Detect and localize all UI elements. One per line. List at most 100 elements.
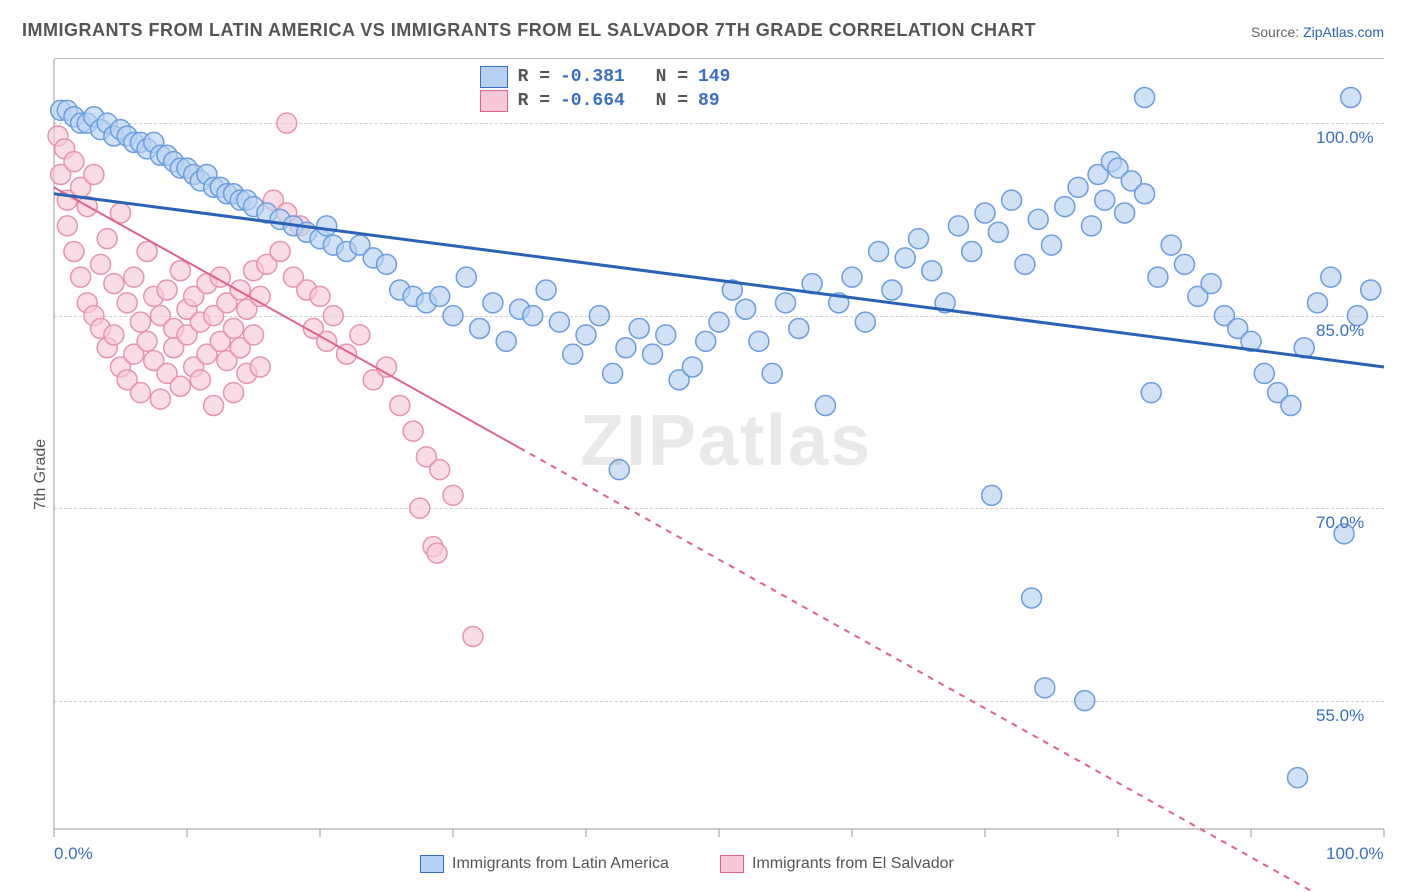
scatter-point xyxy=(317,331,337,351)
legend-row-blue: R = -0.381 N = 149 xyxy=(480,66,731,88)
source-link[interactable]: ZipAtlas.com xyxy=(1303,24,1384,40)
scatter-point xyxy=(430,460,450,480)
r-value-blue: -0.381 xyxy=(560,67,625,87)
scatter-point xyxy=(1068,177,1088,197)
y-tick-label: 70.0% xyxy=(1316,513,1364,533)
legend-pink-label: Immigrants from El Salvador xyxy=(752,855,954,873)
scatter-point xyxy=(1095,190,1115,210)
scatter-point xyxy=(403,421,423,441)
scatter-point xyxy=(882,280,902,300)
scatter-point xyxy=(84,165,104,185)
scatter-point xyxy=(736,299,756,319)
scatter-point xyxy=(962,242,982,262)
scatter-point xyxy=(1148,267,1168,287)
scatter-point xyxy=(137,331,157,351)
scatter-point xyxy=(470,319,490,339)
scatter-point xyxy=(1022,588,1042,608)
source-attribution: Source: ZipAtlas.com xyxy=(1251,24,1384,40)
scatter-point xyxy=(157,280,177,300)
scatter-point xyxy=(789,319,809,339)
scatter-point xyxy=(150,389,170,409)
scatter-point xyxy=(1115,203,1135,223)
scatter-point xyxy=(190,370,210,390)
n-value-blue: 149 xyxy=(698,67,730,87)
scatter-point xyxy=(91,254,111,274)
scatter-point xyxy=(71,267,91,287)
scatter-point xyxy=(1254,363,1274,383)
scatter-point xyxy=(895,248,915,268)
scatter-point xyxy=(1161,235,1181,255)
r-label: R = xyxy=(518,91,550,111)
scatter-point xyxy=(975,203,995,223)
y-tick-label: 55.0% xyxy=(1316,706,1364,726)
scatter-point xyxy=(443,306,463,326)
scatter-point xyxy=(1075,691,1095,711)
scatter-point xyxy=(496,331,516,351)
scatter-point xyxy=(1308,293,1328,313)
scatter-point xyxy=(224,319,244,339)
scatter-point xyxy=(842,267,862,287)
n-value-pink: 89 xyxy=(698,91,720,111)
scatter-point xyxy=(982,485,1002,505)
scatter-point xyxy=(377,254,397,274)
scatter-point xyxy=(682,357,702,377)
scatter-point xyxy=(1035,678,1055,698)
scatter-point xyxy=(855,312,875,332)
scatter-point xyxy=(589,306,609,326)
swatch-blue-icon xyxy=(480,66,508,88)
scatter-point xyxy=(709,312,729,332)
scatter-point xyxy=(310,286,330,306)
scatter-point xyxy=(170,261,190,281)
scatter-point xyxy=(536,280,556,300)
scatter-point xyxy=(124,267,144,287)
scatter-point xyxy=(1081,216,1101,236)
scatter-point xyxy=(230,280,250,300)
scatter-point xyxy=(696,331,716,351)
scatter-point xyxy=(603,363,623,383)
y-tick-label: 85.0% xyxy=(1316,321,1364,341)
scatter-point xyxy=(130,312,150,332)
scatter-point xyxy=(64,152,84,172)
scatter-point xyxy=(1175,254,1195,274)
scatter-point xyxy=(1135,184,1155,204)
legend-bottom-pink: Immigrants from El Salvador xyxy=(720,855,954,873)
scatter-point xyxy=(410,498,430,518)
scatter-point xyxy=(64,242,84,262)
scatter-point xyxy=(350,325,370,345)
scatter-point xyxy=(1015,254,1035,274)
scatter-point xyxy=(869,242,889,262)
scatter-point xyxy=(1002,190,1022,210)
scatter-point xyxy=(130,383,150,403)
swatch-blue-icon xyxy=(420,855,444,873)
scatter-point xyxy=(576,325,596,345)
scatter-point xyxy=(104,325,124,345)
scatter-point xyxy=(656,325,676,345)
scatter-point xyxy=(430,286,450,306)
scatter-point xyxy=(277,113,297,133)
scatter-point xyxy=(323,306,343,326)
legend-row-pink: R = -0.664 N = 89 xyxy=(480,90,731,112)
scatter-point xyxy=(549,312,569,332)
scatter-point xyxy=(427,543,447,563)
scatter-point xyxy=(224,383,244,403)
legend-blue-label: Immigrants from Latin America xyxy=(452,855,669,873)
scatter-point xyxy=(1055,197,1075,217)
scatter-point xyxy=(456,267,476,287)
swatch-pink-icon xyxy=(480,90,508,112)
scatter-point xyxy=(643,344,663,364)
scatter-point xyxy=(1361,280,1381,300)
scatter-point xyxy=(104,274,124,294)
r-value-pink: -0.664 xyxy=(560,91,625,111)
scatter-point xyxy=(776,293,796,313)
scatter-point xyxy=(563,344,583,364)
scatter-point xyxy=(1028,209,1048,229)
source-prefix: Source: xyxy=(1251,24,1303,40)
scatter-point xyxy=(749,331,769,351)
scatter-point xyxy=(443,485,463,505)
correlation-legend: R = -0.381 N = 149 R = -0.664 N = 89 xyxy=(480,66,731,112)
scatter-point xyxy=(483,293,503,313)
scatter-point xyxy=(1201,274,1221,294)
scatter-point xyxy=(244,325,264,345)
r-label: R = xyxy=(518,67,550,87)
scatter-point xyxy=(204,396,224,416)
